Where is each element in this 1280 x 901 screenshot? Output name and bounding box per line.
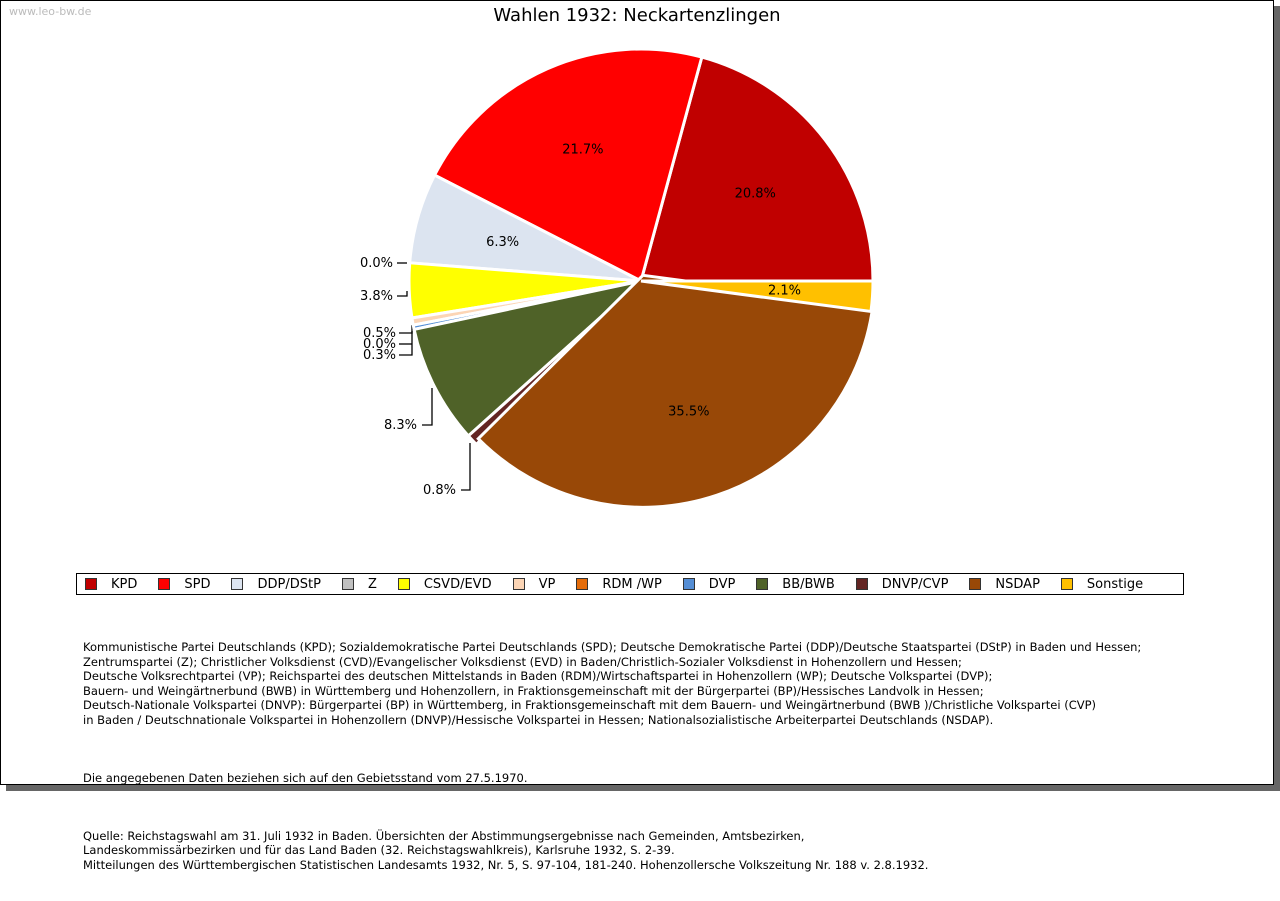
- pie-slice-KPD: [639, 55, 875, 283]
- leader-line: [422, 388, 433, 426]
- legend-item: KPD: [85, 577, 137, 592]
- pie-chart: 20.8%21.7%6.3%0.0%3.8%0.5%0.0%0.3%8.3%0.…: [360, 47, 875, 509]
- legend-item: DDP/DStP: [231, 576, 321, 592]
- slice-label: 0.8%: [423, 483, 456, 498]
- legend-swatch: [576, 578, 589, 590]
- notes: Kommunistische Partei Deutschlands (KPD)…: [83, 611, 1141, 901]
- legend-item: RDM /WP: [576, 576, 662, 592]
- legend-swatch: [397, 578, 410, 590]
- pie-slice-Sonstige: [640, 279, 875, 314]
- legend-swatch: [158, 578, 171, 590]
- chart-title: Wahlen 1932: Neckartenzlingen: [493, 5, 781, 26]
- legend-item: SPD: [158, 577, 210, 592]
- legend-label: Z: [367, 576, 377, 592]
- pie-slice-SPD: [432, 47, 704, 284]
- legend-label: Sonstige: [1086, 576, 1144, 592]
- territory-note: Die angegebenen Daten beziehen sich auf …: [83, 770, 528, 785]
- slice-label: 3.8%: [360, 289, 393, 304]
- slice-label: 35.5%: [668, 405, 709, 420]
- legend-item: DNVP/CVP: [855, 576, 949, 592]
- legend-swatch: [855, 578, 868, 590]
- legend-label: NSDAP: [995, 576, 1040, 592]
- legend-label: RDM /WP: [602, 576, 662, 592]
- legend-item: NSDAP: [969, 577, 1040, 592]
- legend-item: DVP: [682, 576, 736, 592]
- legend-swatch: [756, 578, 769, 590]
- pie-slice-BB/BWB: [412, 278, 647, 439]
- legend-label: BB/BWB: [782, 576, 835, 592]
- legend-label: SPD: [184, 576, 211, 592]
- slice-label: 20.8%: [735, 187, 776, 202]
- legend-swatch: [969, 578, 982, 590]
- legend-swatch: [1060, 578, 1073, 590]
- legend-label: DDP/DStP: [257, 576, 321, 592]
- leader-line: [397, 291, 408, 297]
- legend-label: VP: [538, 576, 556, 592]
- pie-slice-NSDAP: [476, 273, 875, 509]
- slice-label: 2.1%: [768, 283, 801, 298]
- slice-label: 6.3%: [486, 235, 519, 250]
- slice-label: 0.0%: [363, 337, 396, 352]
- legend-item: VP: [512, 576, 556, 592]
- legend-swatch: [85, 578, 97, 590]
- slice-label: 21.7%: [562, 142, 603, 157]
- legend-label: KPD: [111, 576, 138, 592]
- slice-label: 0.0%: [360, 256, 393, 271]
- legend-swatch: [341, 578, 354, 590]
- legend-swatch: [682, 578, 695, 590]
- source-note: Quelle: Reichstagswahl am 31. Juli 1932 …: [83, 828, 929, 872]
- legend-label: DNVP/CVP: [881, 576, 949, 592]
- slice-label: 0.5%: [363, 326, 396, 341]
- chart-frame: www.leo-bw.de Wahlen 1932: Neckartenzlin…: [0, 0, 1274, 872]
- legend-item: BB/BWB: [756, 576, 835, 592]
- leader-line: [399, 325, 413, 334]
- legend-item: CSVD/EVD: [397, 576, 492, 592]
- legend-item: Sonstige: [1060, 576, 1144, 592]
- slice-label: 8.3%: [384, 418, 417, 433]
- legend-swatch: [512, 578, 525, 590]
- legend: KPD SPD DDP/DStP Z CSVD/EVD VP RDM /WP DVP BB/BW…: [76, 573, 1184, 595]
- legend-label: CSVD/EVD: [423, 576, 492, 592]
- party-notes: Kommunistische Partei Deutschlands (KPD)…: [83, 640, 1142, 727]
- legend-label: DVP: [708, 576, 736, 592]
- slice-label: 0.3%: [363, 348, 396, 363]
- legend-item: Z: [341, 576, 377, 592]
- leader-line: [399, 331, 413, 356]
- legend-swatch: [231, 578, 244, 590]
- leader-line: [461, 443, 471, 491]
- watermark: www.leo-bw.de: [9, 5, 92, 18]
